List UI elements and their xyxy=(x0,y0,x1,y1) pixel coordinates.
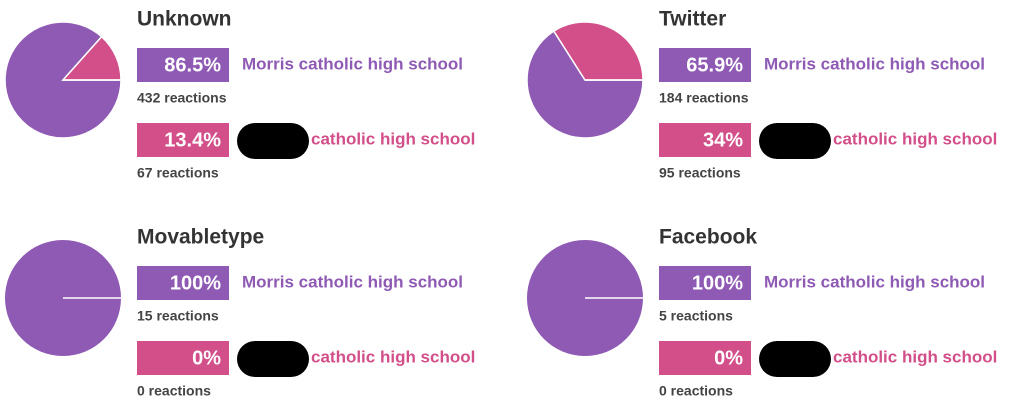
percent-label: 100% xyxy=(170,272,221,294)
percent-label: 34% xyxy=(703,129,743,151)
percent-badge xyxy=(659,48,751,82)
option-label: Morris catholic high school xyxy=(764,54,985,73)
percent-label: 100% xyxy=(692,272,743,294)
percent-label: 86.5% xyxy=(164,54,221,76)
percent-badge xyxy=(137,48,229,82)
option-label: Morris catholic high school xyxy=(242,54,463,73)
panel: Facebook 100% Morris catholic high school 5… xyxy=(527,226,997,399)
option-label: catholic high school xyxy=(311,347,475,366)
redaction xyxy=(237,341,309,377)
reactions-count: 5 reactions xyxy=(659,308,733,324)
percent-badge xyxy=(137,341,229,375)
reactions-count: 184 reactions xyxy=(659,90,749,106)
option-label: Morris catholic high school xyxy=(242,272,463,291)
panel-title: Unknown xyxy=(137,8,232,31)
pie-slice xyxy=(552,21,644,81)
panel: Unknown 86.5% Morris catholic high school 4… xyxy=(4,8,475,181)
percent-label: 13.4% xyxy=(164,129,221,151)
redaction xyxy=(759,341,831,377)
option-label: Morris catholic high school xyxy=(764,272,985,291)
panel: Twitter 65.9% Morris catholic high school 1… xyxy=(526,8,997,181)
reactions-count: 95 reactions xyxy=(659,165,741,181)
reactions-count: 15 reactions xyxy=(137,308,219,324)
percent-badge xyxy=(137,123,229,157)
percent-badge xyxy=(659,123,751,157)
reactions-count: 0 reactions xyxy=(659,383,733,399)
option-label: catholic high school xyxy=(311,129,475,148)
redaction xyxy=(759,123,831,159)
reactions-count: 0 reactions xyxy=(137,383,211,399)
panel-title: Facebook xyxy=(659,226,757,249)
option-label: catholic high school xyxy=(833,129,997,148)
panel-title: Twitter xyxy=(659,8,726,31)
percent-label: 0% xyxy=(714,347,743,369)
percent-badge xyxy=(659,266,751,300)
option-label: catholic high school xyxy=(833,347,997,366)
panel-title: Movabletype xyxy=(137,226,264,249)
redaction xyxy=(237,123,309,159)
pie-slice xyxy=(526,30,644,139)
percent-badge xyxy=(659,341,751,375)
reactions-count: 432 reactions xyxy=(137,90,227,106)
panel: Movabletype 100% Morris catholic high scho… xyxy=(5,226,475,399)
percent-label: 65.9% xyxy=(686,54,743,76)
reactions-count: 67 reactions xyxy=(137,165,219,181)
percent-label: 0% xyxy=(192,347,221,369)
percent-badge xyxy=(137,266,229,300)
